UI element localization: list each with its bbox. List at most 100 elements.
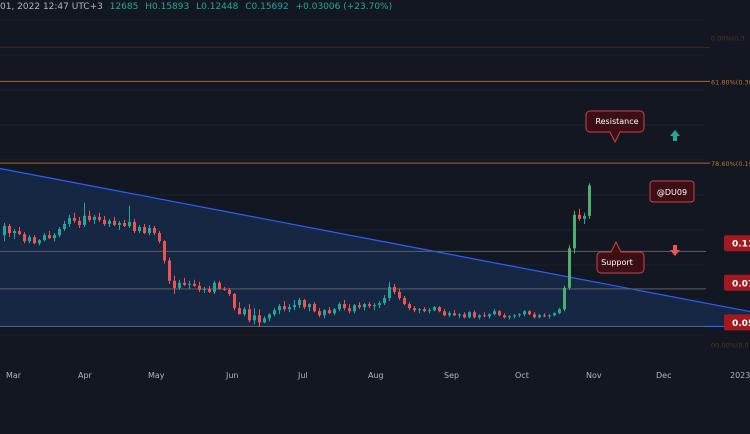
candle-body: [583, 215, 586, 219]
candle-body: [38, 240, 41, 244]
candle-body: [168, 260, 171, 281]
candle-body: [503, 315, 506, 318]
dim-axis-label: 0.00%(0.3: [711, 34, 745, 42]
annotations: Resistance Support @DU09: [585, 110, 695, 274]
candle-body: [453, 313, 456, 316]
candle-body: [263, 318, 266, 323]
candle-body: [553, 313, 556, 316]
candle-body: [43, 235, 46, 241]
resistance-label: Resistance: [595, 117, 638, 126]
candle-body: [208, 288, 211, 292]
candle-body: [113, 220, 116, 225]
candle-body: [163, 241, 166, 261]
candle-body: [563, 287, 566, 310]
candle-body: [48, 235, 51, 239]
candle-body: [153, 228, 156, 234]
candle-body: [13, 231, 16, 234]
candle-body: [183, 282, 186, 285]
candle-body: [338, 304, 341, 310]
candle-body: [568, 248, 571, 288]
candle-body: [8, 225, 11, 234]
triangle-fill: [0, 168, 750, 327]
candle-body: [213, 282, 216, 292]
candle-body: [433, 307, 436, 311]
candle-body: [358, 305, 361, 308]
header-close: C0.15692: [245, 2, 289, 12]
time-axis-bg: [0, 366, 750, 430]
resistance-callout: [585, 110, 645, 144]
candle-body: [228, 289, 231, 294]
time-axis-label: Mar: [6, 371, 22, 380]
candle-body: [303, 300, 306, 308]
watermark-badge: [649, 180, 695, 203]
candle-body: [143, 227, 146, 234]
horizontal-lines: 61.80%(0.307 78.60%(0.190: [0, 46, 750, 327]
candle-body: [78, 220, 81, 225]
candle-body: [68, 217, 71, 224]
time-axis-label: Jul: [297, 371, 308, 380]
candle-body: [423, 309, 426, 312]
candle-body: [158, 233, 161, 242]
price-badge-label: 0.11: [732, 240, 750, 250]
candle-body: [63, 223, 66, 230]
candle-body: [313, 304, 316, 312]
candle-body: [588, 185, 591, 216]
candle-body: [448, 313, 451, 316]
candle-body: [33, 237, 36, 244]
candle-body: [508, 316, 511, 318]
candle-body: [123, 222, 126, 226]
candle-body: [463, 314, 466, 318]
candle-body: [173, 280, 176, 288]
candle-body: [108, 220, 111, 224]
candle-body: [438, 307, 441, 312]
candle-body: [408, 304, 411, 309]
time-axis-label: 2023: [730, 371, 750, 380]
candle-body: [88, 215, 91, 220]
candle-body: [93, 216, 96, 220]
candle-body: [333, 309, 336, 314]
candle-body: [323, 310, 326, 316]
header-high: H0.15893: [145, 2, 190, 12]
time-axis-label: Sep: [444, 371, 459, 380]
candle-body: [128, 221, 131, 226]
time-axis-label: Aug: [368, 371, 384, 380]
candle-body: [493, 311, 496, 315]
candle-body: [533, 314, 536, 318]
candle-body: [558, 309, 561, 314]
ohlc-header: 01, 2022 12:47 UTC+3 12685 H0.15893 L0.1…: [0, 2, 396, 12]
time-axis-label: May: [148, 371, 165, 380]
support-callout: [596, 240, 645, 274]
candle-body: [523, 311, 526, 315]
candle-body: [308, 304, 311, 308]
candle-body: [138, 227, 141, 232]
candle-body: [273, 310, 276, 315]
candle-body: [468, 312, 471, 318]
candle-body: [53, 235, 56, 239]
candle-body: [348, 308, 351, 312]
candle-body: [233, 293, 236, 309]
price-badge: [724, 274, 750, 291]
candle-body: [498, 311, 501, 316]
candle-body: [243, 309, 246, 315]
candle-body: [483, 315, 486, 317]
candle-body: [283, 306, 286, 310]
candle-body: [223, 288, 226, 290]
candle-body: [443, 311, 446, 316]
candle-body: [513, 315, 516, 317]
candle-body: [418, 309, 421, 311]
candle-body: [268, 314, 271, 319]
candle-body: [538, 315, 541, 318]
price-badge: [724, 314, 750, 331]
candle-body: [73, 217, 76, 221]
header-change: +0.03006 (+23.70%): [295, 2, 393, 12]
header-open: 12685: [109, 2, 139, 12]
header-low: L0.12448: [196, 2, 239, 12]
triangle-layer: [0, 167, 750, 328]
candle-body: [573, 214, 576, 249]
watermark-label: @DU09: [657, 188, 687, 197]
candle-body: [103, 219, 106, 224]
candle-body: [488, 314, 491, 317]
candle-body: [238, 308, 241, 315]
